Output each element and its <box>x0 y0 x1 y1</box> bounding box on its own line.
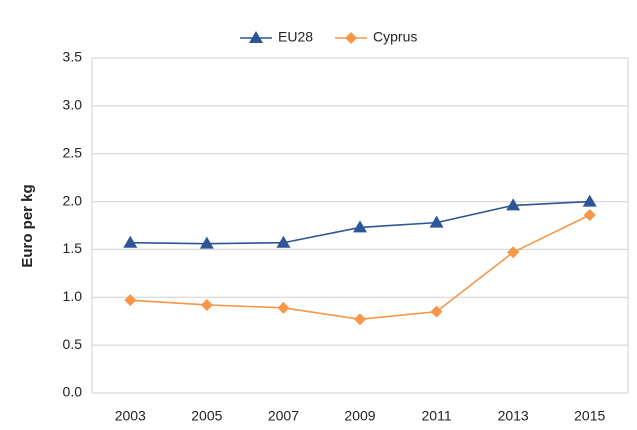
y-tick-label: 3.0 <box>63 97 83 113</box>
data-point <box>277 301 290 314</box>
data-point <box>583 208 596 221</box>
legend-label: Cyprus <box>373 29 417 45</box>
y-tick-label: 2.5 <box>63 144 83 160</box>
data-point <box>506 198 521 211</box>
data-point <box>430 305 443 318</box>
x-tick-label: 2005 <box>191 408 222 424</box>
y-tick-label: 1.0 <box>63 288 83 304</box>
y-tick-label: 2.0 <box>63 192 83 208</box>
x-tick-label: 2011 <box>422 408 452 424</box>
legend-marker <box>345 32 358 44</box>
x-tick-label: 2007 <box>268 408 299 424</box>
y-axis-label: Euro per kg <box>19 184 36 267</box>
x-tick-label: 2015 <box>574 408 605 424</box>
data-point <box>353 220 367 233</box>
x-tick-label: 2013 <box>498 408 529 424</box>
legend-label: EU28 <box>278 29 313 45</box>
x-tick-label: 2003 <box>115 408 146 424</box>
data-point <box>582 194 597 207</box>
x-tick-label: 2009 <box>344 408 375 424</box>
data-point <box>429 215 444 228</box>
data-point <box>123 235 138 248</box>
y-tick-label: 0.0 <box>63 384 83 400</box>
data-point <box>354 313 366 326</box>
data-point <box>507 246 520 259</box>
y-tick-label: 3.5 <box>63 49 83 65</box>
data-point <box>200 298 213 311</box>
data-point <box>199 236 214 249</box>
y-tick-label: 1.5 <box>63 240 83 256</box>
y-tick-label: 0.5 <box>63 336 83 352</box>
legend-marker <box>249 31 263 43</box>
data-point <box>124 294 137 307</box>
data-point <box>276 235 291 248</box>
